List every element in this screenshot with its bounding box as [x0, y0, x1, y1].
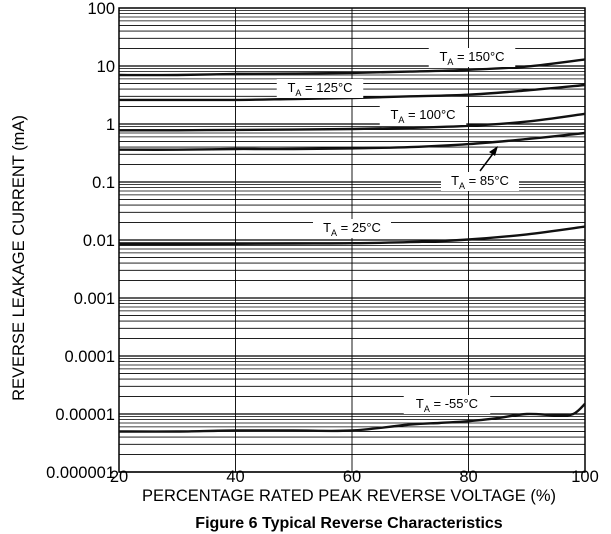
y-tick-label: 10: [97, 58, 115, 76]
series-line: [118, 58, 586, 77]
series-label-bg: [379, 106, 467, 125]
series-label-bg: [403, 395, 491, 414]
y-tick-labels: 100 10 1 0.1 0.01 0.001 0.0001 0.00001 0.000001: [46, 0, 115, 482]
series-label-bg: [441, 172, 519, 191]
series-label: TA = 150°C: [439, 49, 504, 67]
y-tick-label: 0.0001: [65, 348, 115, 366]
x-tick-label: 20: [110, 468, 128, 486]
y-tick-label: 0.001: [74, 290, 115, 308]
series-label: TA = 100°C: [390, 107, 455, 125]
x-tick-label: 100: [571, 468, 599, 486]
series-label-bg: [276, 79, 364, 98]
series-line: [118, 131, 586, 151]
series-label: TA = 85°C: [451, 173, 509, 191]
series-line: [118, 112, 586, 132]
plot-frame: [118, 7, 586, 473]
series-label-bg: [428, 48, 516, 67]
x-tick-label: 80: [459, 468, 477, 486]
plot-grid: [119, 8, 585, 473]
y-tick-label: 0.000001: [46, 464, 115, 482]
series-line: [119, 225, 586, 246]
series-label: TA = 25°C: [323, 220, 381, 238]
arrow-head-icon: [489, 146, 498, 156]
y-tick-label: 100: [87, 0, 115, 18]
x-tick-label: 60: [343, 468, 361, 486]
y-tick-label: 0.00001: [55, 406, 115, 424]
x-axis-title: PERCENTAGE RATED PEAK REVERSE VOLTAGE (%…: [142, 487, 556, 505]
series-label: TA = 125°C: [287, 80, 352, 98]
figure-caption: Figure 6 Typical Reverse Characteristics: [195, 515, 503, 532]
series-line: [118, 402, 586, 433]
series-layer: [118, 58, 586, 433]
series-label-layer: TA = 150°C TA = 125°C TA = 100°C TA = 85°C T…: [276, 48, 519, 414]
y-tick-label: 1: [106, 116, 115, 134]
series-line: [119, 83, 586, 102]
series-label-bg: [313, 219, 391, 238]
y-tick-label: 0.1: [92, 174, 115, 192]
series-label: TA = -55°C: [416, 396, 478, 414]
x-tick-labels: 20 40 60 80 100: [110, 468, 599, 486]
x-tick-label: 40: [226, 468, 244, 486]
y-tick-label: 0.01: [83, 232, 115, 250]
y-axis-title: REVERSE LEAKAGE CURRENT (mA): [10, 115, 28, 401]
